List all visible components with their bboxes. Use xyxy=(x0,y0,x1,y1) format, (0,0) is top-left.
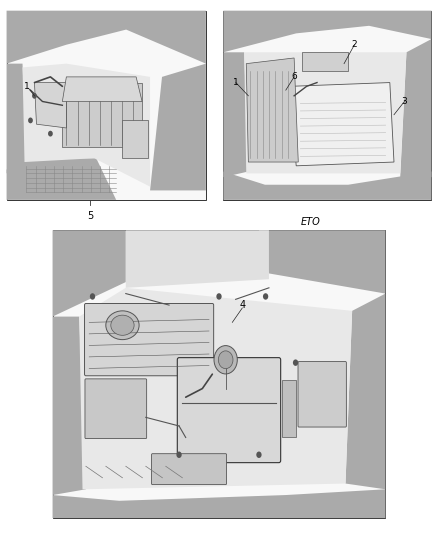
Circle shape xyxy=(90,293,95,300)
FancyBboxPatch shape xyxy=(85,303,214,376)
FancyBboxPatch shape xyxy=(152,454,226,484)
Bar xyxy=(7,11,206,200)
Text: 1: 1 xyxy=(233,78,239,87)
Polygon shape xyxy=(7,63,27,173)
Polygon shape xyxy=(290,83,394,166)
Circle shape xyxy=(214,345,237,374)
Bar xyxy=(282,380,296,438)
Polygon shape xyxy=(7,11,206,63)
Polygon shape xyxy=(79,288,352,489)
Polygon shape xyxy=(7,158,116,200)
Text: 3: 3 xyxy=(402,97,407,106)
Polygon shape xyxy=(53,489,385,518)
Bar xyxy=(53,230,385,518)
Circle shape xyxy=(216,293,222,300)
Polygon shape xyxy=(223,52,248,177)
Polygon shape xyxy=(244,52,406,173)
Circle shape xyxy=(32,93,37,99)
Text: 2: 2 xyxy=(352,40,357,49)
Polygon shape xyxy=(150,63,206,190)
Polygon shape xyxy=(246,58,298,162)
Bar xyxy=(302,52,348,71)
Text: 1: 1 xyxy=(24,82,29,91)
Ellipse shape xyxy=(106,311,139,340)
Circle shape xyxy=(177,451,182,458)
Polygon shape xyxy=(223,11,431,52)
Polygon shape xyxy=(400,39,431,177)
FancyBboxPatch shape xyxy=(85,379,147,439)
Circle shape xyxy=(28,117,33,123)
Polygon shape xyxy=(223,172,431,200)
Polygon shape xyxy=(62,83,142,147)
Polygon shape xyxy=(62,77,142,101)
Ellipse shape xyxy=(111,315,134,335)
Bar xyxy=(122,120,148,158)
Polygon shape xyxy=(53,317,86,495)
Circle shape xyxy=(263,293,268,300)
Circle shape xyxy=(256,451,261,458)
FancyBboxPatch shape xyxy=(177,358,281,463)
Text: 5: 5 xyxy=(87,211,93,221)
Polygon shape xyxy=(126,230,269,288)
Circle shape xyxy=(218,351,233,369)
Polygon shape xyxy=(35,83,67,128)
Bar xyxy=(223,11,431,200)
Circle shape xyxy=(293,359,298,366)
Text: 6: 6 xyxy=(291,72,297,82)
Polygon shape xyxy=(259,230,385,294)
Circle shape xyxy=(48,131,53,136)
Polygon shape xyxy=(53,230,126,317)
Polygon shape xyxy=(346,294,385,489)
Text: 4: 4 xyxy=(239,300,245,310)
Polygon shape xyxy=(22,63,150,187)
Text: ETO: ETO xyxy=(301,217,321,227)
FancyBboxPatch shape xyxy=(298,361,346,427)
